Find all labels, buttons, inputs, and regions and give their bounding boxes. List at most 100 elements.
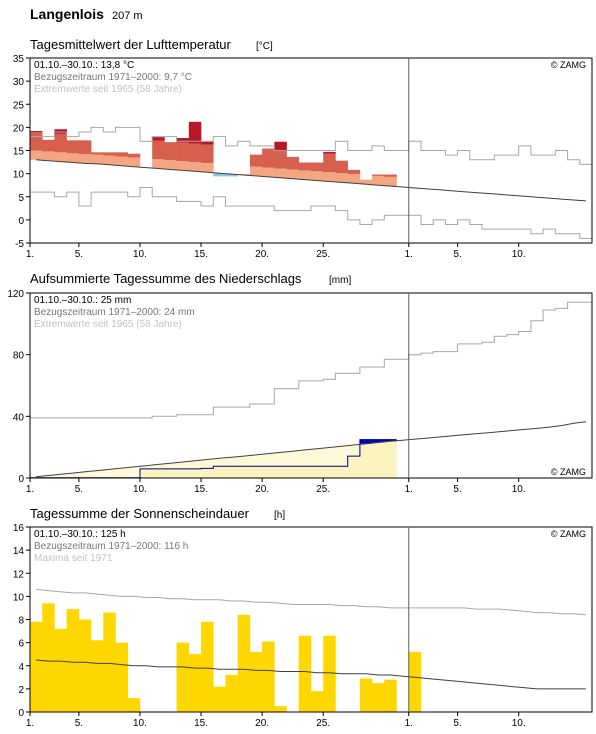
station-elevation: 207 m bbox=[112, 10, 143, 22]
sunshine-bar bbox=[238, 615, 251, 712]
precipitation-bar bbox=[250, 466, 263, 478]
sunshine-maxima-line bbox=[36, 589, 586, 615]
precipitation-bar bbox=[299, 466, 312, 478]
temperature-ytick-label: 5 bbox=[18, 193, 24, 204]
temperature-unit: [°C] bbox=[256, 41, 273, 52]
sunshine-ytick-label: 8 bbox=[18, 616, 24, 627]
temperature-bar bbox=[67, 140, 80, 153]
sunshine-xtick-label: 20. bbox=[255, 718, 269, 729]
temperature-bar bbox=[299, 170, 312, 179]
temperature-bar bbox=[335, 173, 348, 182]
precipitation-copyright: © ZAMG bbox=[551, 467, 586, 477]
sunshine-xtick-label: 15. bbox=[194, 718, 208, 729]
sunshine-bar bbox=[262, 641, 275, 712]
precipitation-bar bbox=[152, 469, 165, 478]
sunshine-unit: [h] bbox=[274, 510, 285, 521]
temperature-bar bbox=[274, 169, 287, 178]
precipitation-deficit-bar bbox=[103, 469, 116, 477]
sunshine-bar bbox=[299, 636, 312, 712]
temperature-bar bbox=[262, 149, 275, 168]
precipitation-ytick-label: 0 bbox=[18, 474, 24, 485]
sunshine-bar bbox=[274, 706, 287, 712]
precipitation-bar bbox=[238, 466, 251, 478]
sunshine-ytick-label: 6 bbox=[18, 639, 24, 650]
sunshine-bar bbox=[372, 683, 385, 712]
precipitation-xtick-label: 5. bbox=[453, 484, 461, 495]
precipitation-bar bbox=[323, 466, 336, 478]
temperature-bar bbox=[201, 142, 214, 145]
sunshine-ytick-label: 4 bbox=[18, 662, 24, 673]
temperature-bar bbox=[30, 151, 43, 160]
sunshine-bar bbox=[360, 678, 373, 712]
sunshine-ytick-label: 0 bbox=[18, 708, 24, 719]
temperature-bar bbox=[384, 177, 397, 186]
sunshine-bar bbox=[177, 643, 190, 712]
temperature-bar bbox=[189, 162, 202, 171]
precipitation-bar bbox=[189, 469, 202, 478]
temperature-ytick-label: 30 bbox=[13, 77, 25, 88]
temperature-bar bbox=[287, 157, 300, 169]
precipitation-deficit-bar bbox=[91, 471, 104, 478]
sunshine-bar bbox=[213, 687, 226, 712]
temperature-bar bbox=[103, 156, 116, 165]
temperature-bar bbox=[274, 150, 287, 169]
temperature-info-reference: Bezugszeitraum 1971–2000: 9,7 °C bbox=[34, 72, 192, 83]
sunshine-bar bbox=[42, 603, 55, 712]
precipitation-xtick-label: 5. bbox=[75, 484, 83, 495]
precipitation-deficit-bar bbox=[274, 452, 287, 466]
precipitation-info-reference: Bezugszeitraum 1971–2000: 24 mm bbox=[34, 307, 195, 318]
sunshine-bar bbox=[250, 652, 263, 712]
temperature-bar bbox=[274, 142, 287, 150]
temperature-ytick-label: 35 bbox=[13, 54, 25, 65]
precipitation-bar bbox=[311, 466, 324, 478]
sunshine-xtick-label: 5. bbox=[453, 718, 461, 729]
precipitation-deficit-bar bbox=[201, 460, 214, 469]
temperature-bar bbox=[348, 170, 361, 174]
precipitation-unit: [mm] bbox=[329, 275, 351, 286]
precipitation-bar bbox=[274, 466, 287, 478]
precipitation-deficit-bar bbox=[177, 462, 190, 469]
precipitation-bar bbox=[335, 466, 348, 478]
precipitation-deficit-bar bbox=[250, 455, 263, 466]
temperature-bar bbox=[372, 175, 385, 176]
temperature-bar bbox=[299, 163, 312, 171]
temperature-bar bbox=[79, 140, 92, 154]
temperature-ytick-label: 10 bbox=[13, 170, 25, 181]
precipitation-deficit-bar bbox=[225, 457, 238, 466]
temperature-bar bbox=[287, 169, 300, 178]
temperature-bar bbox=[116, 152, 129, 156]
precipitation-deficit-bar bbox=[335, 446, 348, 466]
precipitation-bar bbox=[164, 469, 177, 478]
temperature-bar bbox=[323, 154, 336, 173]
precipitation-xtick-label: 20. bbox=[255, 484, 269, 495]
sunshine-bar bbox=[67, 609, 80, 712]
precipitation-bar bbox=[287, 466, 300, 478]
station-name: Langenlois bbox=[30, 6, 104, 22]
sunshine-ytick-label: 16 bbox=[13, 523, 25, 534]
sunshine-xtick-label: 5. bbox=[75, 718, 83, 729]
temperature-bar bbox=[116, 157, 129, 166]
precipitation-bar bbox=[348, 456, 361, 478]
precipitation-deficit-bar bbox=[299, 450, 312, 466]
temperature-bar bbox=[189, 122, 202, 144]
sunshine-bar bbox=[103, 613, 116, 712]
precipitation-title: Aufsummierte Tagessumme des Niederschlag… bbox=[30, 271, 302, 286]
precipitation-bar bbox=[213, 466, 226, 478]
precipitation-ytick-label: 80 bbox=[13, 351, 25, 362]
precipitation-bar bbox=[372, 443, 385, 478]
temperature-ytick-label: 15 bbox=[13, 147, 25, 158]
temperature-ytick-label: 0 bbox=[18, 216, 24, 227]
precipitation-deficit-bar bbox=[287, 451, 300, 466]
temperature-bar bbox=[372, 176, 385, 185]
temperature-bar bbox=[30, 132, 43, 151]
temperature-title: Tagesmittelwert der Lufttemperatur bbox=[30, 37, 232, 52]
temperature-xtick-label: 15. bbox=[194, 249, 208, 260]
sunshine-title: Tagessumme der Sonnenscheindauer bbox=[30, 506, 250, 521]
precipitation-deficit-bar bbox=[116, 468, 129, 478]
temperature-xtick-label: 5. bbox=[75, 249, 83, 260]
temperature-bar bbox=[262, 168, 275, 177]
temperature-bar bbox=[42, 140, 55, 152]
temperature-bar bbox=[164, 142, 177, 160]
temperature-bar bbox=[42, 151, 55, 160]
